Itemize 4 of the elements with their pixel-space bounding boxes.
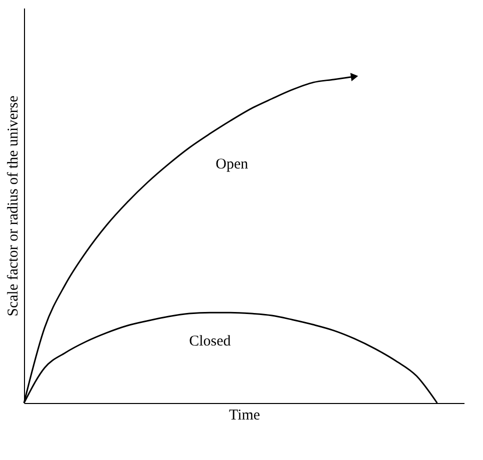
x-axis-title: Time	[228, 408, 260, 424]
series-label: Closed	[189, 334, 232, 350]
y-axis-title: Scale factor or radius of the universe	[6, 95, 22, 316]
series-label: Open	[216, 156, 249, 173]
